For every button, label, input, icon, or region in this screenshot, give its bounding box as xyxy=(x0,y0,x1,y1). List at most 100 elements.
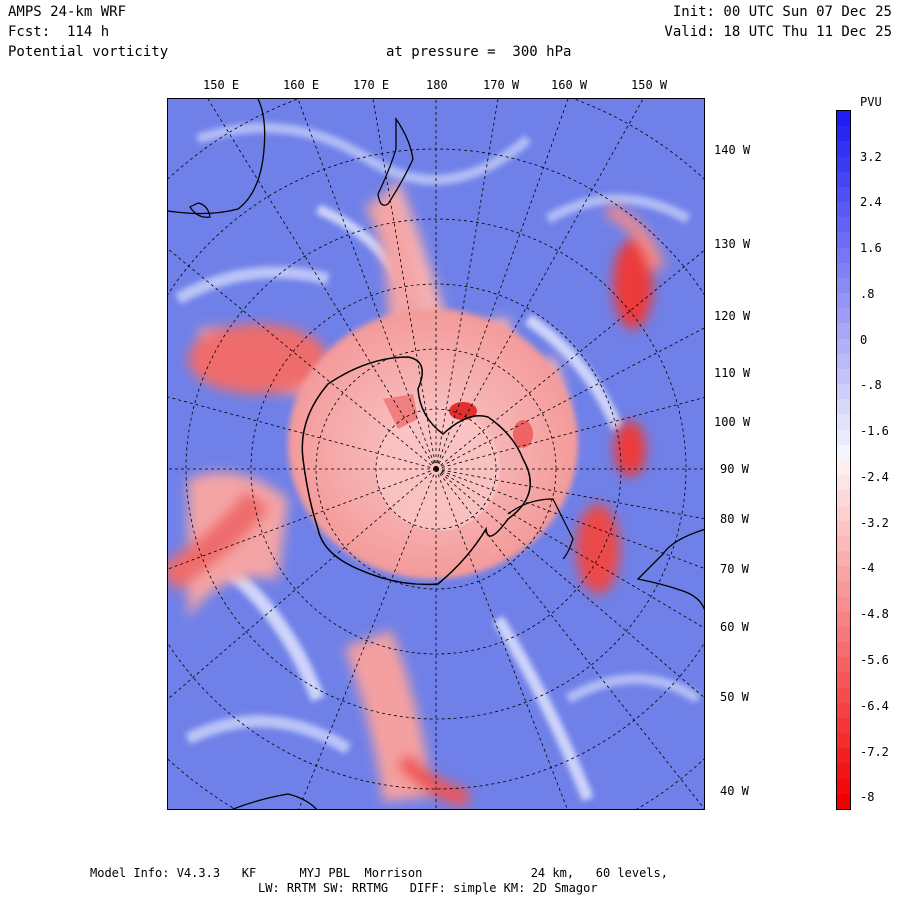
colorbar-label: -3.2 xyxy=(860,516,889,530)
lon-label: 100 W xyxy=(714,415,751,429)
antarctic-coastline xyxy=(301,356,531,586)
colorbar-cell xyxy=(837,323,850,340)
colorbar-label: 1.6 xyxy=(860,241,882,255)
colorbar-label: -4.8 xyxy=(860,607,889,621)
colorbar-cell xyxy=(837,308,850,324)
init-time: Init: 00 UTC Sun 07 Dec 25 xyxy=(672,4,892,20)
lon-label: 150 W xyxy=(631,78,668,92)
lon-label: 160 E xyxy=(283,78,320,92)
colorbar-cell xyxy=(837,156,850,173)
colorbar-title: PVU xyxy=(860,95,882,109)
lon-label: 50 W xyxy=(720,690,749,704)
colorbar-label: -6.4 xyxy=(860,699,889,713)
colorbar-cell xyxy=(837,429,850,446)
colorbar-cell xyxy=(837,520,850,537)
tasmania xyxy=(189,202,211,218)
lon-label: 170 E xyxy=(353,78,390,92)
colorbar-cell xyxy=(837,717,850,734)
colorbar-cell xyxy=(837,611,850,628)
pv-map xyxy=(167,98,705,810)
field-name: Potential vorticity xyxy=(8,44,169,60)
australia-coast xyxy=(168,99,266,215)
lon-label: 110 W xyxy=(714,366,751,380)
lon-label: 70 W xyxy=(720,562,749,576)
colorbar-cell xyxy=(837,399,850,415)
antarctica-region xyxy=(288,309,578,579)
colorbar-cell xyxy=(837,551,850,567)
colorbar-label: -2.4 xyxy=(860,470,889,484)
colorbar-cell xyxy=(837,111,850,127)
colorbar-label: .8 xyxy=(860,287,875,301)
colorbar-cell xyxy=(837,202,850,218)
lon-label: 80 W xyxy=(720,512,749,526)
colorbar-cell xyxy=(837,748,850,764)
model-title: AMPS 24-km WRF xyxy=(8,4,127,20)
colorbar-cell xyxy=(837,277,850,294)
colorbar-label: -8 xyxy=(860,790,875,804)
south-america-coast xyxy=(636,528,704,611)
colorbar-cell xyxy=(837,368,850,385)
colorbar-cell xyxy=(837,672,850,689)
colorbar-label: -.8 xyxy=(860,378,882,392)
antarctic-peninsula xyxy=(507,498,574,560)
colorbar-cell xyxy=(837,490,850,507)
colorbar-label: 0 xyxy=(860,333,868,347)
colorbar-cell xyxy=(837,657,850,673)
meridians xyxy=(168,99,704,809)
colorbar-cell xyxy=(837,338,850,355)
lon-label: 40 W xyxy=(720,784,749,798)
colorbar-label: 3.2 xyxy=(860,150,882,164)
lon-label: 170 W xyxy=(483,78,520,92)
colorbar-cell xyxy=(837,414,850,431)
colorbar-label: -4 xyxy=(860,561,875,575)
colorbar xyxy=(836,110,851,810)
new-zealand xyxy=(377,116,414,206)
colorbar-cell xyxy=(837,353,850,370)
colorbar-cell xyxy=(837,126,850,142)
colorbar-cell xyxy=(837,778,850,795)
colorbar-cell xyxy=(837,384,850,400)
valid-time: Valid: 18 UTC Thu 11 Dec 25 xyxy=(664,24,892,40)
lon-label: 60 W xyxy=(720,620,749,634)
colorbar-cell xyxy=(837,626,850,643)
colorbar-cell xyxy=(837,687,850,704)
colorbar-cell xyxy=(837,460,850,476)
colorbar-cell xyxy=(837,247,850,264)
colorbar-cell xyxy=(837,642,850,658)
lon-label: 180 xyxy=(426,78,448,92)
colorbar-cell xyxy=(837,141,850,158)
lon-label: 130 W xyxy=(714,237,751,251)
lon-label: 120 W xyxy=(714,309,751,323)
africa-coast xyxy=(231,793,318,809)
lon-label: 160 W xyxy=(551,78,588,92)
colorbar-cell xyxy=(837,793,850,810)
model-info: Model Info: V4.3.3 KF MYJ PBL Morrison 2… xyxy=(90,866,668,880)
colorbar-label: -5.6 xyxy=(860,653,889,667)
pressure-level: at pressure = 300 hPa xyxy=(386,44,572,60)
lon-label: 90 W xyxy=(720,462,749,476)
colorbar-cell xyxy=(837,581,850,598)
colorbar-cell xyxy=(837,702,850,719)
lon-label: 150 E xyxy=(203,78,240,92)
light-streaks xyxy=(175,122,701,802)
colorbar-label: 2.4 xyxy=(860,195,882,209)
physics-info: LW: RRTM SW: RRTMG DIFF: simple KM: 2D S… xyxy=(258,881,598,895)
pv-map-svg xyxy=(168,99,704,809)
colorbar-cell xyxy=(837,566,850,582)
lon-label: 140 W xyxy=(714,143,751,157)
colorbar-cell xyxy=(837,217,850,233)
colorbar-cell xyxy=(837,475,850,491)
colorbar-label: -1.6 xyxy=(860,424,889,438)
colorbar-cell xyxy=(837,171,850,188)
colorbar-cell xyxy=(837,186,850,203)
colorbar-cell xyxy=(837,596,850,613)
colorbar-cell xyxy=(837,763,850,780)
colorbar-cell xyxy=(837,505,850,522)
colorbar-cell xyxy=(837,232,850,249)
colorbar-cell xyxy=(837,444,850,461)
colorbar-cell xyxy=(837,535,850,552)
forecast-hour: Fcst: 114 h xyxy=(8,24,110,40)
colorbar-cell xyxy=(837,262,850,279)
colorbar-cell xyxy=(837,733,850,749)
colorbar-cell xyxy=(837,293,850,309)
